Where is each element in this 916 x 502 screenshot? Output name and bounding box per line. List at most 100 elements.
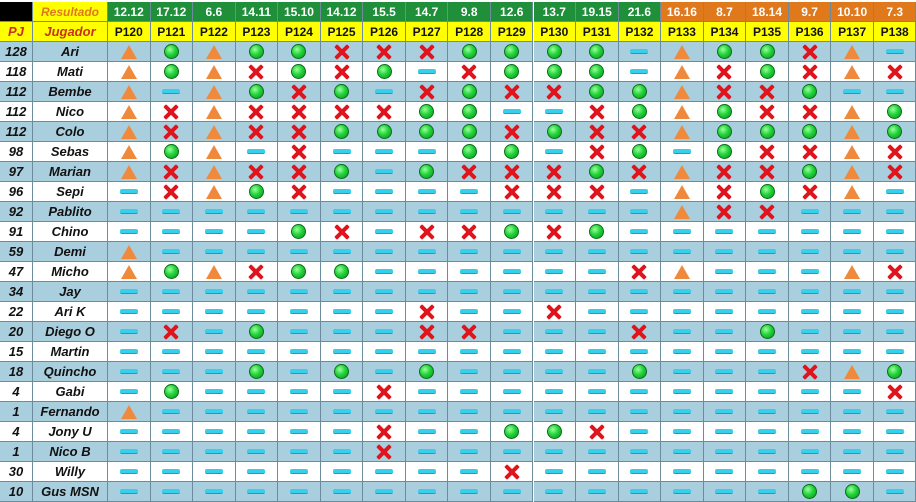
result-cell: [363, 42, 406, 62]
cyan-dash-icon: [587, 449, 606, 454]
player-name-cell: Mati: [33, 62, 108, 82]
result-cell: [490, 262, 534, 282]
result-cell: [831, 102, 874, 122]
cyan-dash-icon: [545, 349, 564, 354]
cyan-dash-icon: [502, 369, 521, 374]
red-x-icon: [589, 104, 605, 120]
result-cell: [363, 222, 406, 242]
result-cell: [788, 102, 832, 122]
pj-label: PJ: [8, 24, 24, 39]
match-result-header: 7.3: [873, 2, 916, 22]
result-cell: [533, 362, 577, 382]
result-cell: [320, 322, 364, 342]
cyan-dash-icon: [715, 449, 734, 454]
player-name-cell: Jay: [33, 282, 108, 302]
cyan-dash-icon: [119, 469, 138, 474]
cyan-dash-icon: [375, 229, 394, 234]
result-cell: [108, 482, 151, 502]
result-cell: [108, 362, 151, 382]
result-cell: [873, 302, 916, 322]
green-circle-icon: [759, 324, 775, 339]
player-name-cell: Sebas: [33, 142, 108, 162]
result-cell: [576, 362, 619, 382]
result-cell: [320, 182, 364, 202]
result-cell: [746, 222, 789, 242]
result-cell: [363, 322, 406, 342]
result-cell: [703, 362, 747, 382]
cyan-dash-icon: [119, 369, 138, 374]
result-cell: [703, 142, 747, 162]
match-id: P126: [370, 24, 399, 39]
red-x-icon: [334, 104, 350, 120]
match-result-header: 13.7: [533, 2, 577, 22]
pj-value: 1: [12, 444, 20, 459]
result-cell: [618, 102, 662, 122]
cyan-dash-icon: [672, 409, 691, 414]
result-cell: [661, 122, 704, 142]
cyan-dash-icon: [247, 409, 266, 414]
green-circle-icon: [802, 84, 818, 99]
orange-triangle-icon: [844, 104, 861, 119]
cyan-dash-icon: [417, 389, 436, 394]
result-cell: [661, 342, 704, 362]
result-cell: [873, 162, 916, 182]
result-cell: [108, 422, 151, 442]
cyan-dash-icon: [162, 369, 181, 374]
cyan-dash-icon: [715, 369, 734, 374]
player-name-cell: Martin: [33, 342, 108, 362]
result-cell: [108, 182, 151, 202]
match-id-header: P120: [108, 22, 151, 42]
result-cell: [661, 322, 704, 342]
result-cell: [490, 122, 534, 142]
result-cell: [405, 62, 449, 82]
cyan-dash-icon: [502, 389, 521, 394]
cyan-dash-icon: [460, 389, 479, 394]
cyan-dash-icon: [885, 469, 904, 474]
cyan-dash-icon: [502, 209, 521, 214]
cyan-dash-icon: [587, 369, 606, 374]
result-cell: [703, 382, 747, 402]
result-cell: [448, 422, 491, 442]
cyan-dash-icon: [843, 349, 862, 354]
red-x-icon: [504, 464, 520, 480]
red-x-icon: [376, 384, 392, 400]
player-name: Nico B: [49, 444, 91, 459]
red-x-icon: [248, 64, 264, 80]
pj-cell: 112: [0, 122, 33, 142]
match-result: 14.11: [241, 4, 272, 19]
match-id: P132: [625, 24, 654, 39]
orange-triangle-icon: [205, 44, 222, 59]
cyan-dash-icon: [885, 49, 904, 54]
match-id: P121: [157, 24, 186, 39]
result-cell: [746, 82, 789, 102]
cyan-dash-icon: [204, 249, 223, 254]
match-id: P123: [242, 24, 271, 39]
red-x-icon: [163, 124, 179, 140]
match-id: P131: [582, 24, 611, 39]
result-cell: [873, 482, 916, 502]
match-id: P127: [412, 24, 441, 39]
result-cell: [278, 82, 321, 102]
result-cell: [873, 342, 916, 362]
orange-triangle-icon: [844, 144, 861, 159]
player-name: Gus MSN: [41, 484, 99, 499]
green-circle-icon: [759, 124, 775, 139]
result-cell: [703, 462, 747, 482]
orange-triangle-icon: [673, 64, 690, 79]
pj-value: 22: [8, 304, 24, 319]
cyan-dash-icon: [204, 209, 223, 214]
cyan-dash-icon: [332, 209, 351, 214]
match-id-header: P129: [490, 22, 534, 42]
result-cell: [831, 122, 874, 142]
result-cell: [788, 362, 832, 382]
cyan-dash-icon: [843, 209, 862, 214]
cyan-dash-icon: [630, 49, 649, 54]
green-circle-icon: [163, 384, 179, 399]
cyan-dash-icon: [119, 489, 138, 494]
orange-triangle-icon: [673, 164, 690, 179]
match-id-header: P124: [278, 22, 321, 42]
green-circle-icon: [291, 44, 307, 59]
result-cell: [150, 342, 194, 362]
player-name: Gabi: [55, 384, 85, 399]
result-cell: [490, 442, 534, 462]
